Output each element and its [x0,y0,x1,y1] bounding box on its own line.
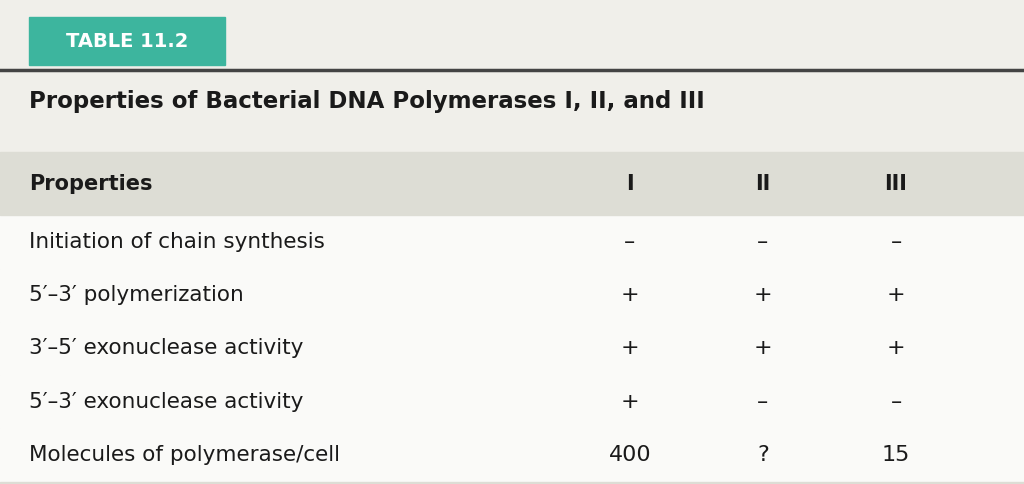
Text: II: II [756,174,770,194]
FancyBboxPatch shape [0,482,1024,484]
Text: 3′–5′ exonuclease activity: 3′–5′ exonuclease activity [29,338,303,359]
Text: III: III [885,174,907,194]
FancyBboxPatch shape [0,215,1024,269]
Text: I: I [626,174,634,194]
Text: –: – [758,232,768,252]
Text: +: + [754,338,772,359]
Text: –: – [891,232,901,252]
FancyBboxPatch shape [0,375,1024,428]
Text: TABLE 11.2: TABLE 11.2 [66,31,188,51]
Text: +: + [621,338,639,359]
Text: +: + [621,285,639,305]
Text: +: + [887,338,905,359]
FancyBboxPatch shape [29,17,225,65]
Text: +: + [621,392,639,412]
FancyBboxPatch shape [0,269,1024,322]
FancyBboxPatch shape [0,428,1024,482]
Text: –: – [758,392,768,412]
Text: Initiation of chain synthesis: Initiation of chain synthesis [29,232,325,252]
Text: –: – [891,392,901,412]
Text: 5′–3′ exonuclease activity: 5′–3′ exonuclease activity [29,392,303,412]
FancyBboxPatch shape [0,322,1024,375]
Text: 400: 400 [608,445,651,465]
Text: Molecules of polymerase/cell: Molecules of polymerase/cell [29,445,340,465]
Text: 15: 15 [882,445,910,465]
Text: Properties: Properties [29,174,153,194]
Text: +: + [887,285,905,305]
Text: +: + [754,285,772,305]
FancyBboxPatch shape [0,152,1024,215]
Text: 5′–3′ polymerization: 5′–3′ polymerization [29,285,244,305]
Text: –: – [625,232,635,252]
Text: ?: ? [757,445,769,465]
Text: Properties of Bacterial DNA Polymerases I, II, and III: Properties of Bacterial DNA Polymerases … [29,90,705,113]
